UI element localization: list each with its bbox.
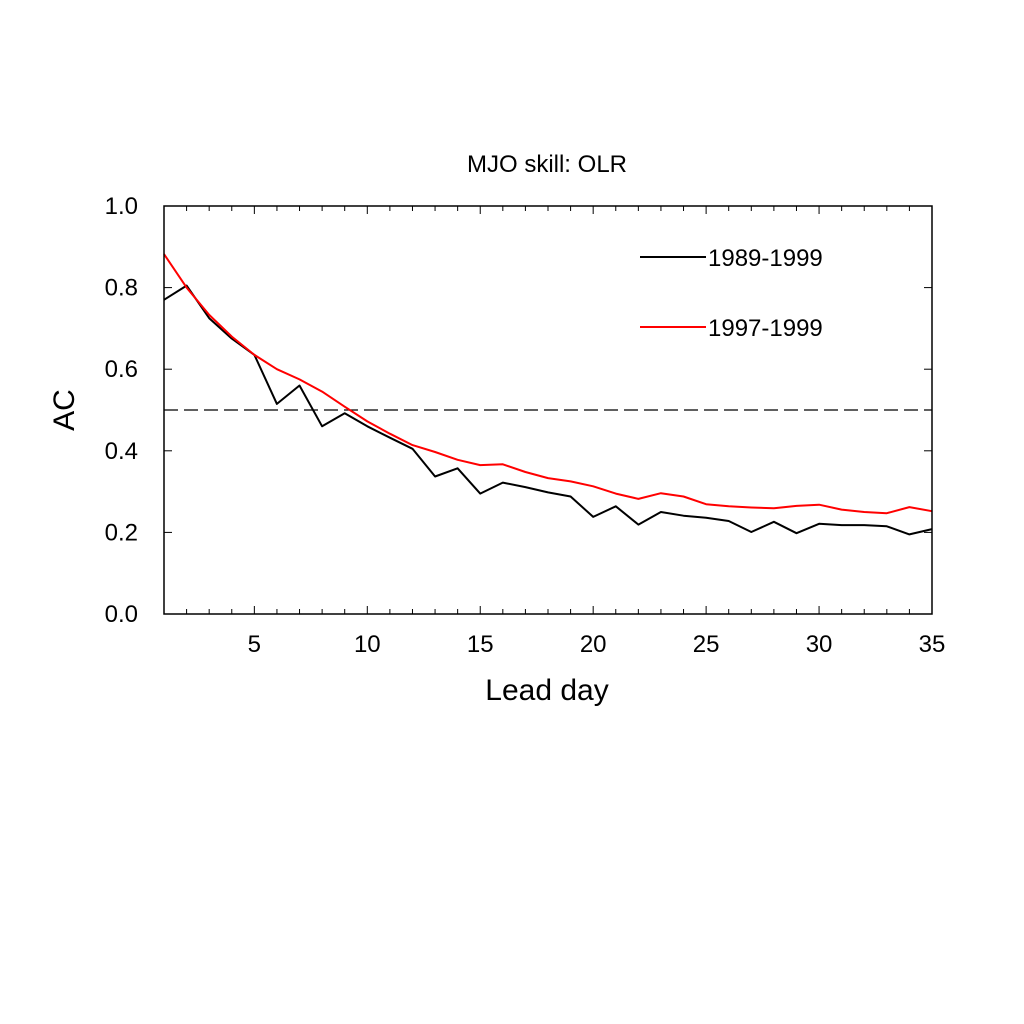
x-tick-label: 30 [806, 631, 833, 658]
series-line-1 [163, 253, 933, 515]
y-tick-label: 0.2 [105, 519, 138, 546]
x-axis-label: Lead day [485, 674, 608, 707]
x-tick-label: 10 [354, 631, 381, 658]
y-tick-label: 0.8 [105, 275, 138, 302]
legend-label-1: 1997-1999 [708, 315, 823, 342]
y-tick-label: 0.0 [105, 601, 138, 628]
y-tick-label: 1.0 [105, 193, 138, 220]
series-layer [163, 253, 933, 536]
axis-tick-labels: 5 10 15 20 25 30 35 0.0 0.2 0.4 0.6 0.8 1.0 [105, 193, 946, 658]
chart-title: MJO skill: OLR [467, 151, 627, 178]
y-axis-label: AC [48, 389, 81, 431]
y-tick-label: 0.6 [105, 356, 138, 383]
x-tick-label: 25 [693, 631, 720, 658]
plot-frame [163, 205, 933, 615]
axis-ticks [163, 205, 933, 615]
x-tick-label: 5 [248, 631, 261, 658]
x-tick-label: 15 [467, 631, 494, 658]
series-line-0 [163, 284, 933, 536]
y-tick-label: 0.4 [105, 438, 138, 465]
legend: 1989-1999 1997-1999 [640, 245, 823, 342]
x-tick-label: 20 [580, 631, 607, 658]
x-tick-label: 35 [919, 631, 946, 658]
legend-label-0: 1989-1999 [708, 245, 823, 272]
